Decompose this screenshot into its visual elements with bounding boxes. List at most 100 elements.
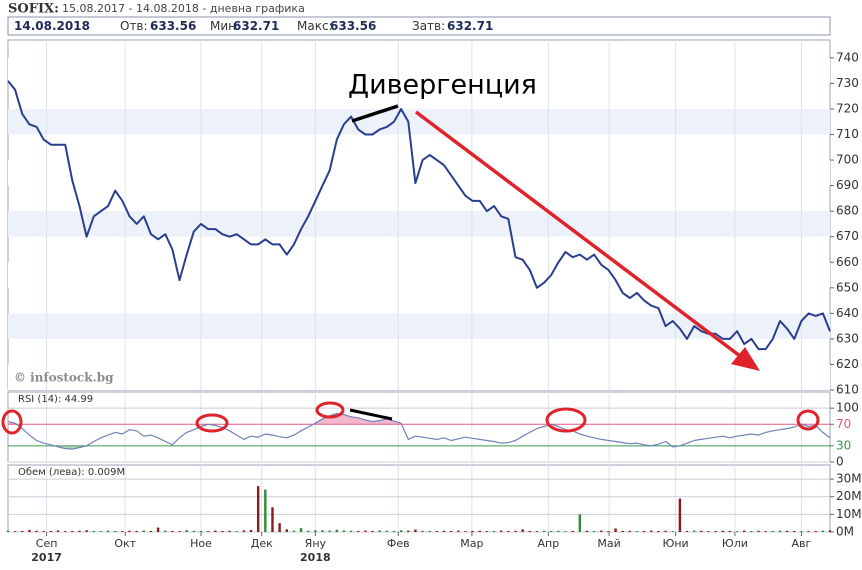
info-label: Макс: [297, 19, 333, 33]
volume-bar [314, 530, 317, 532]
info-label: Затв: [412, 19, 445, 33]
volume-bar [371, 530, 374, 532]
volume-bar [221, 530, 224, 532]
volume-bar [714, 530, 717, 532]
y-tick-label: 700 [836, 153, 859, 167]
volume-bar [657, 530, 660, 532]
volume-bar [342, 530, 346, 532]
divergence-line-rsi [349, 408, 393, 421]
info-value: 632.71 [447, 19, 493, 33]
y-tick-label: 620 [836, 357, 859, 371]
y-tick-label: 650 [836, 280, 859, 294]
volume-bar [449, 530, 453, 532]
volume-bar [328, 530, 331, 532]
grid-band [8, 364, 830, 390]
volume-bar [707, 531, 710, 532]
volume-bar [242, 530, 246, 532]
volume-bar [478, 530, 481, 532]
y-tick-label: 670 [836, 229, 859, 243]
info-label: Мин: [210, 19, 240, 33]
circle [796, 409, 820, 431]
volume-bar [156, 527, 160, 532]
volume-bar [421, 530, 424, 532]
volume-bar [571, 530, 574, 532]
arrow-head [731, 347, 760, 371]
volume-bar [492, 530, 496, 532]
volume-bar [249, 529, 253, 532]
info-date: 14.08.2018 [14, 19, 90, 33]
volume-bar [764, 531, 767, 532]
volume-bar [307, 530, 310, 532]
volume-bar [435, 531, 439, 532]
volume-bar [785, 530, 789, 532]
volume-bar [507, 530, 510, 532]
y-tick-label: 720 [836, 101, 859, 115]
volume-bar [185, 530, 188, 532]
volume-bar [642, 530, 646, 532]
volume-bar [78, 530, 81, 532]
circle [195, 413, 229, 433]
volume-bar [99, 531, 103, 532]
year-label: 2018 [300, 551, 331, 564]
volume-bar [63, 531, 67, 532]
volume-bar [407, 530, 410, 532]
annotation: Дивергенция [348, 70, 537, 101]
y-tick-label: 690 [836, 178, 859, 192]
level-label: 30 [836, 438, 851, 452]
x-tick-label: Юли [722, 537, 748, 550]
subtitle: 15.08.2017 - 14.08.2018 - дневна графика [62, 2, 305, 15]
volume-bar [42, 531, 45, 532]
circles [1, 401, 820, 435]
volume-bar [743, 530, 746, 532]
volume-bar [664, 530, 667, 532]
volume-bar [485, 531, 489, 532]
volume-bar [607, 531, 610, 532]
volume-bar [385, 530, 389, 532]
panel-frame [7, 464, 831, 533]
info-label: Отв: [120, 19, 148, 33]
year-label: 2017 [31, 551, 62, 564]
volume-bar [114, 530, 117, 532]
circle [1, 409, 23, 435]
volume-bar [149, 530, 153, 532]
volume-bar [142, 530, 146, 532]
volume-bar [692, 530, 696, 532]
volume-bar [814, 530, 817, 532]
volume-bar [728, 530, 732, 532]
info-box [7, 16, 831, 36]
y-tick-label: 0 [836, 455, 844, 469]
grid-band [8, 57, 830, 84]
x-tick-label: Юни [662, 537, 688, 550]
volume-bar [164, 530, 167, 532]
volume-bar [471, 530, 474, 532]
volume-bar [92, 530, 95, 532]
volume-bar [71, 530, 74, 532]
y-tick-label: 710 [836, 127, 859, 141]
x-tick-label: Авг [792, 537, 812, 550]
volume-bar [21, 530, 24, 532]
volume-bar [757, 530, 760, 532]
info-value: 633.56 [330, 19, 376, 33]
volume-bar [128, 530, 131, 532]
volume-bar [793, 530, 796, 532]
volume-bar [199, 530, 203, 532]
volume-bar [550, 530, 553, 532]
volume-bar [35, 530, 38, 532]
x-tick-label: Дек [251, 537, 273, 550]
volume-bar [685, 530, 689, 532]
volume-bar [206, 531, 210, 532]
volume-bar [700, 530, 703, 532]
line [7, 80, 831, 351]
volume-bar [235, 531, 238, 532]
x-tick-label: Фев [387, 537, 410, 550]
volume-bar [278, 523, 281, 532]
volume-bar [271, 507, 274, 532]
y-tick-label: 740 [836, 50, 859, 64]
x-tick-label: Май [597, 537, 620, 550]
volume-bar [392, 530, 396, 532]
x-tick-label: Сеп [36, 537, 58, 550]
y-tick-label: 660 [836, 255, 859, 269]
volume-bar [621, 530, 624, 532]
volume-bar [292, 530, 296, 532]
volume-bar [321, 530, 324, 532]
